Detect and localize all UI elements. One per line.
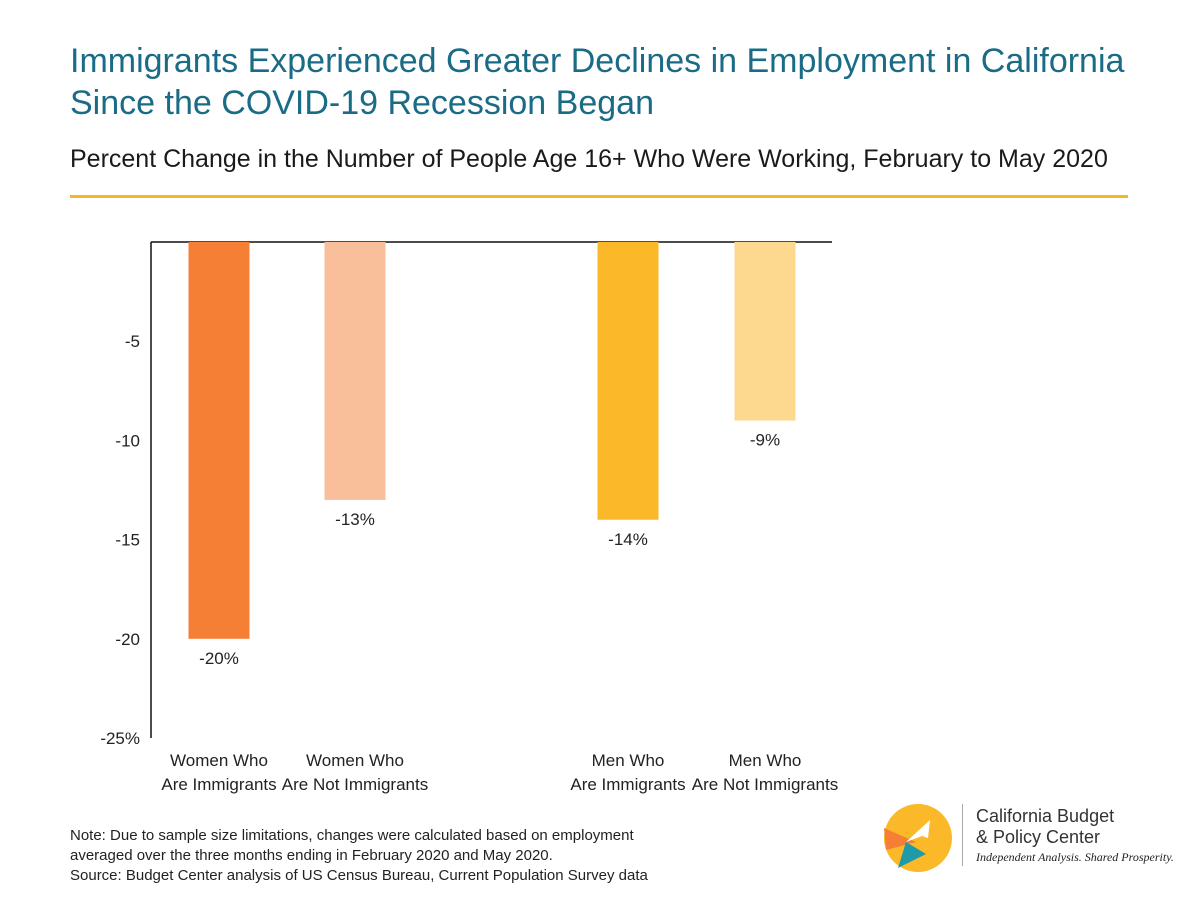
bar bbox=[734, 242, 796, 421]
y-tick-label: -25% bbox=[100, 729, 140, 748]
chart-title: Immigrants Experienced Greater Declines … bbox=[70, 42, 1125, 122]
data-label: -9% bbox=[750, 431, 780, 450]
logo-name-line-2: & Policy Center bbox=[976, 827, 1101, 847]
category-label: Women Who bbox=[170, 751, 268, 770]
category-label: Men Who bbox=[729, 751, 802, 770]
y-tick-label: -15 bbox=[115, 531, 140, 550]
logo-name-line-1: California Budget bbox=[976, 806, 1115, 826]
title-divider bbox=[70, 195, 1128, 198]
logo-tagline: Independent Analysis. Shared Prosperity. bbox=[976, 850, 1174, 864]
bar bbox=[188, 242, 250, 639]
source-line: Source: Budget Center analysis of US Cen… bbox=[70, 867, 648, 884]
category-label: Are Not Immigrants bbox=[692, 775, 838, 794]
bar bbox=[324, 242, 386, 500]
y-tick-label: -10 bbox=[115, 431, 140, 450]
y-tick-label: -5 bbox=[125, 332, 140, 351]
data-label: -14% bbox=[608, 530, 648, 549]
note-line-2: averaged over the three months ending in… bbox=[70, 847, 553, 864]
data-label: -20% bbox=[199, 649, 239, 668]
logo-text: California Budget & Policy Center Indepe… bbox=[976, 806, 1176, 865]
note-line-1: Note: Due to sample size limitations, ch… bbox=[70, 827, 634, 844]
chart-subtitle: Percent Change in the Number of People A… bbox=[70, 145, 1108, 173]
category-label: Women Who bbox=[306, 751, 404, 770]
logo-divider bbox=[962, 804, 963, 866]
category-label: Are Immigrants bbox=[161, 775, 276, 794]
category-label: Are Not Immigrants bbox=[282, 775, 428, 794]
cbpc-logo: California Budget & Policy Center Indepe… bbox=[876, 798, 1176, 878]
bar bbox=[597, 242, 659, 520]
chart-note: Note: Due to sample size limitations, ch… bbox=[70, 826, 770, 886]
cbpc-logo-mark-icon bbox=[884, 804, 952, 872]
category-label: Men Who bbox=[592, 751, 665, 770]
category-label: Are Immigrants bbox=[570, 775, 685, 794]
y-tick-label: -20 bbox=[115, 630, 140, 649]
data-label: -13% bbox=[335, 510, 375, 529]
